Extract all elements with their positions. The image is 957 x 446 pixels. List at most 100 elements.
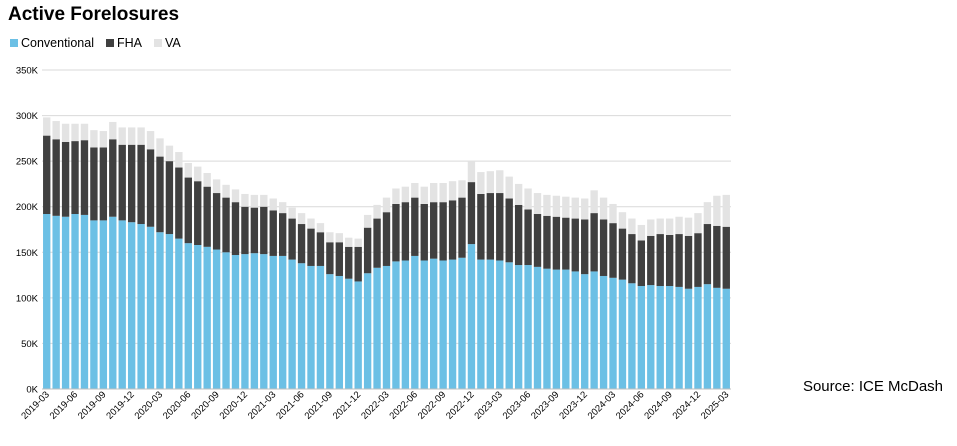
- bar-conventional: [156, 232, 164, 389]
- bar-conventional: [467, 244, 476, 389]
- bar-va: [61, 123, 70, 143]
- bar-va: [448, 181, 457, 201]
- x-tick-label: 2020-12: [218, 389, 250, 421]
- y-tick-label: 200K: [16, 202, 39, 213]
- bar-va: [401, 186, 410, 203]
- y-tick-label: 100K: [16, 293, 39, 304]
- bar-conventional: [628, 283, 636, 389]
- bar-fha: [43, 135, 51, 215]
- bar-conventional: [599, 275, 608, 389]
- bar-fha: [175, 167, 183, 239]
- bar-fha: [439, 202, 447, 261]
- bar-conventional: [505, 262, 513, 389]
- bar-conventional: [637, 286, 646, 389]
- bar-va: [345, 237, 353, 247]
- bar-fha: [552, 216, 561, 270]
- bar-va: [703, 202, 712, 225]
- legend-swatch-va: [153, 39, 162, 47]
- bar-conventional: [552, 269, 561, 389]
- bar-fha: [363, 227, 372, 274]
- bar-va: [439, 183, 447, 203]
- bar-fha: [458, 197, 466, 258]
- x-tick-label: 2019-09: [76, 389, 108, 421]
- bar-fha: [156, 156, 164, 233]
- bar-conventional: [307, 265, 315, 389]
- bar-conventional: [401, 260, 410, 389]
- bar-va: [146, 131, 155, 150]
- bar-conventional: [354, 281, 362, 389]
- bar-conventional: [316, 265, 325, 389]
- x-tick-label: 2020-09: [189, 389, 221, 421]
- bar-fha: [345, 246, 353, 279]
- bar-va: [137, 127, 145, 145]
- bar-va: [618, 212, 627, 229]
- bar-fha: [316, 232, 325, 266]
- y-tick-label: 250K: [16, 157, 39, 168]
- bar-conventional: [127, 222, 136, 389]
- bar-va: [382, 197, 391, 213]
- bar-conventional: [146, 226, 155, 389]
- bar-fha: [203, 186, 211, 247]
- bar-fha: [590, 213, 598, 272]
- bar-fha: [231, 202, 240, 256]
- x-tick-label: 2022-03: [359, 389, 391, 421]
- bar-conventional: [71, 214, 79, 389]
- bar-fha: [354, 246, 362, 282]
- bar-fha: [524, 209, 532, 266]
- bar-conventional: [647, 285, 655, 389]
- bar-conventional: [165, 234, 174, 389]
- bar-va: [722, 194, 730, 227]
- bar-va: [43, 117, 51, 136]
- bar-fha: [80, 140, 89, 215]
- legend-label-fha: FHA: [116, 36, 142, 50]
- x-tick-label: 2022-09: [416, 389, 448, 421]
- bar-va: [543, 194, 551, 216]
- bar-conventional: [675, 286, 683, 389]
- bar-va: [467, 161, 476, 183]
- bar-fha: [335, 242, 343, 276]
- bar-conventional: [392, 261, 400, 389]
- bar-va: [599, 197, 608, 220]
- x-tick-label: 2024-03: [586, 389, 618, 421]
- bar-va: [581, 198, 589, 220]
- bar-fha: [647, 235, 655, 286]
- bar-va: [420, 186, 428, 204]
- bar-va: [524, 188, 532, 210]
- bar-fha: [609, 223, 617, 278]
- bar-va: [552, 195, 561, 217]
- bar-conventional: [203, 246, 211, 389]
- source-note: Source: ICE McDash: [802, 378, 943, 395]
- bar-fha: [684, 235, 693, 289]
- bar-fha: [401, 202, 410, 261]
- y-tick-label: 150K: [16, 248, 39, 259]
- bar-va: [118, 127, 126, 145]
- x-tick-label: 2021-03: [246, 389, 278, 421]
- bar-fha: [118, 144, 126, 221]
- bar-va: [628, 218, 636, 235]
- bar-fha: [581, 219, 589, 275]
- bar-conventional: [430, 258, 438, 389]
- legend-item-conventional: Conventional: [10, 36, 94, 50]
- bar-conventional: [581, 274, 589, 389]
- bar-conventional: [543, 268, 551, 389]
- bar-fha: [571, 218, 579, 272]
- bar-conventional: [109, 216, 117, 389]
- y-tick-label: 0K: [26, 385, 38, 396]
- bar-conventional: [524, 265, 532, 389]
- x-tick-label: 2021-06: [274, 389, 306, 421]
- bar-fha: [514, 204, 523, 266]
- bar-fha: [467, 182, 476, 245]
- bar-va: [184, 162, 192, 178]
- bar-conventional: [571, 271, 579, 389]
- x-tick-label: 2021-12: [331, 389, 363, 421]
- bar-va: [307, 218, 315, 229]
- bar-conventional: [184, 243, 192, 389]
- x-tick-label: 2024-12: [671, 389, 703, 421]
- bar-va: [269, 198, 277, 211]
- bar-va: [278, 202, 287, 214]
- bar-va: [194, 166, 202, 182]
- bar-conventional: [713, 287, 721, 389]
- x-tick-label: 2023-06: [501, 389, 533, 421]
- bar-va: [665, 218, 674, 235]
- bar-va: [165, 145, 174, 162]
